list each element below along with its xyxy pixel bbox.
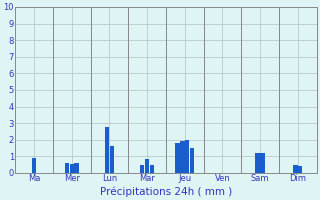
Bar xyxy=(255,153,260,173)
Bar xyxy=(293,165,298,173)
Bar xyxy=(190,148,194,173)
Bar xyxy=(298,166,302,173)
Bar xyxy=(260,153,265,173)
Bar xyxy=(175,143,180,173)
Bar xyxy=(150,165,154,173)
Bar xyxy=(145,159,149,173)
Bar xyxy=(110,146,114,173)
Bar xyxy=(65,163,69,173)
Bar xyxy=(105,127,109,173)
X-axis label: Précipitations 24h ( mm ): Précipitations 24h ( mm ) xyxy=(100,186,232,197)
Bar xyxy=(180,141,185,173)
Bar xyxy=(185,140,189,173)
Bar xyxy=(140,165,145,173)
Bar xyxy=(32,158,36,173)
Bar xyxy=(69,164,74,173)
Bar xyxy=(75,163,79,173)
